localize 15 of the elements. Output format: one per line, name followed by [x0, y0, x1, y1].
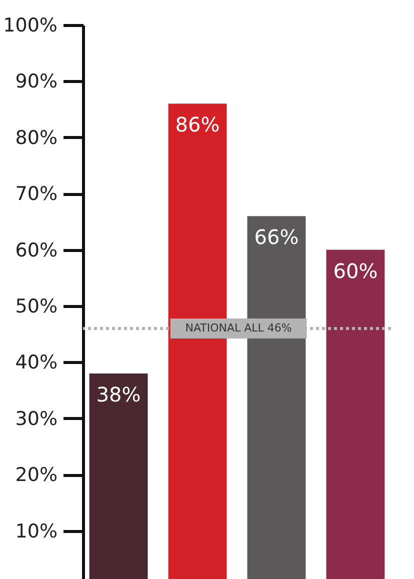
y-tick-label: 100%: [3, 14, 58, 36]
y-tick-label: 40%: [15, 352, 58, 374]
y-tick-label: 10%: [15, 520, 58, 542]
data-label: 66%: [254, 225, 299, 250]
y-tick-label: 80%: [15, 126, 58, 149]
y-tick-label: 70%: [15, 183, 58, 206]
ref-line-label: NATIONAL ALL 46%: [185, 321, 292, 334]
y-tick-label: 90%: [15, 70, 58, 93]
data-label: 86%: [175, 112, 220, 137]
y-tick-label: 20%: [15, 464, 58, 486]
y-tick-label: 60%: [15, 239, 58, 262]
data-label: 60%: [333, 258, 378, 283]
y-tick-label: 30%: [15, 408, 58, 430]
y-tick-label: 50%: [15, 296, 58, 318]
data-label: 38%: [96, 382, 141, 406]
